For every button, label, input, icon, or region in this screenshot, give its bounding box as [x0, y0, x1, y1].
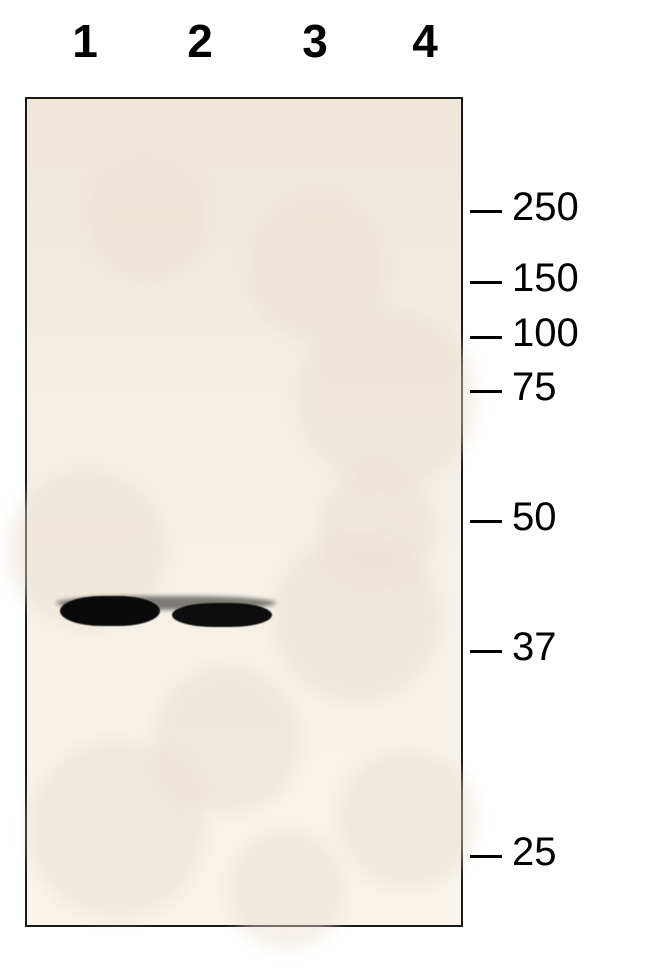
lane-label-3: 3	[302, 14, 328, 68]
blot-frame	[25, 97, 463, 927]
lane-label-1: 1	[72, 14, 98, 68]
lane-label-4: 4	[412, 14, 438, 68]
band-lane-1	[60, 596, 160, 626]
membrane-mottle	[227, 829, 347, 949]
mw-tick-100	[470, 336, 502, 339]
mw-tick-75	[470, 390, 502, 393]
mw-tick-150	[470, 281, 502, 284]
membrane-mottle	[87, 159, 207, 279]
mw-label-50: 50	[512, 495, 557, 540]
membrane-mottle	[337, 749, 477, 889]
mw-label-250: 250	[512, 185, 579, 230]
mw-label-75: 75	[512, 365, 557, 410]
mw-tick-50	[470, 520, 502, 523]
mw-label-37: 37	[512, 625, 557, 670]
membrane-mottle	[317, 469, 437, 589]
lane-label-2: 2	[187, 14, 213, 68]
membrane-mottle	[297, 309, 477, 489]
mw-tick-25	[470, 855, 502, 858]
mw-tick-250	[470, 210, 502, 213]
mw-tick-37	[470, 650, 502, 653]
membrane-mottle	[27, 739, 207, 919]
mw-label-100: 100	[512, 311, 579, 356]
band-lane-2	[172, 603, 272, 627]
mw-label-25: 25	[512, 830, 557, 875]
mw-label-150: 150	[512, 256, 579, 301]
